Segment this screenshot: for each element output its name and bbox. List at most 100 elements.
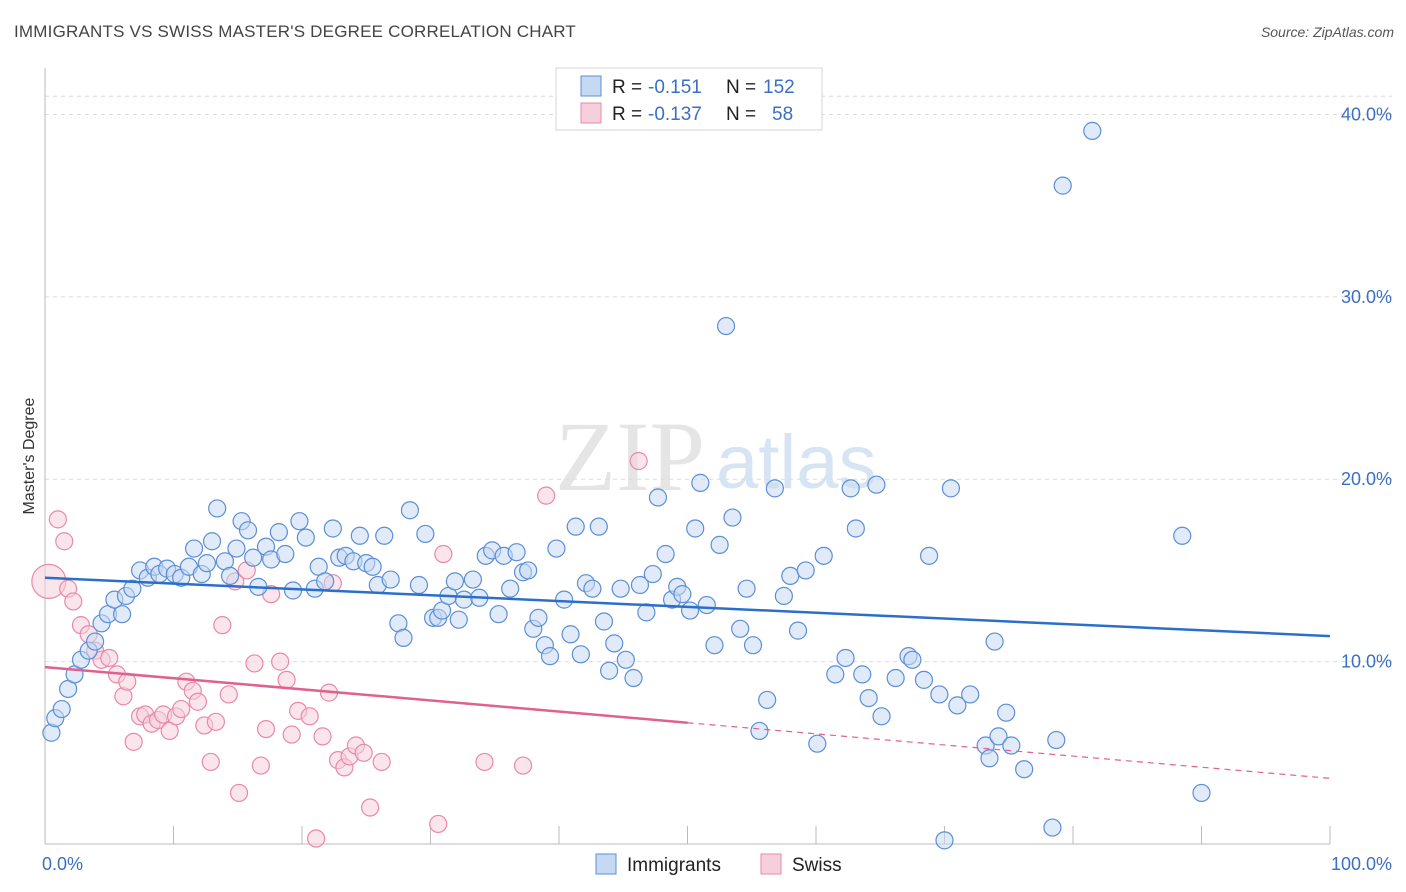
legend-bottom-label-swiss: Swiss [792,855,842,876]
immigrants-point [123,579,142,598]
immigrants-point [980,749,999,768]
immigrants-point [1043,818,1062,837]
swiss-point [64,592,83,611]
immigrants-point [948,696,967,715]
immigrants-point [197,554,217,573]
immigrants-point [583,579,602,598]
swiss-point [361,798,380,817]
legend-r-value-swiss: -0.137 [648,104,702,125]
swiss-point [219,685,238,704]
y-axis-title: Master's Degree [21,397,38,514]
immigrants-point [605,634,624,653]
immigrants-point [227,539,246,558]
swiss-point [55,532,74,551]
swiss-trend-line-extension [687,722,1331,779]
immigrants-point [463,570,483,589]
legend-swatch-immigrants [580,75,602,97]
immigrants-point [758,690,777,710]
immigrants-point [52,699,71,719]
immigrants-point [238,521,258,540]
immigrants-point [872,707,891,726]
swiss-point [172,699,191,719]
immigrants-point [184,539,204,558]
immigrants-point [656,544,675,564]
y-tick-label-0: 10.0% [1341,652,1392,672]
immigrants-point [416,524,435,544]
immigrants-point [1002,736,1021,755]
immigrants-point [985,632,1004,651]
immigrants-point [1192,783,1211,803]
immigrants-point [743,636,763,655]
y-tick-labels: 10.0% 20.0% 30.0% 40.0% [1341,104,1392,671]
immigrants-point [919,546,939,565]
legend-r-label-swiss: R = [612,104,642,125]
immigrants-point [853,665,872,684]
immigrants-point [989,727,1008,746]
immigrants-point [796,561,815,580]
immigrants-point [846,519,865,538]
immigrants-point [1015,760,1034,779]
immigrants-trend-line [44,576,1331,638]
immigrants-point [202,532,222,551]
immigrants-point [1053,176,1072,195]
swiss-point [256,719,276,739]
immigrants-point [86,632,105,651]
immigrants-point [867,475,886,494]
immigrants-point [731,619,750,638]
swiss-point [245,654,264,673]
immigrants-point [997,703,1016,722]
immigrants-point [788,621,808,640]
legend-r-value-immigrants: -0.151 [648,77,702,98]
swiss-point [629,451,648,471]
immigrants-point [673,585,692,604]
swiss-point [100,648,119,668]
legend-bottom-swatch-swiss [760,853,782,875]
swiss-point [201,752,220,772]
immigrants-point [841,479,860,498]
immigrants-point [501,579,520,598]
immigrants-point [400,501,420,520]
legend-series: Immigrants Swiss [595,853,842,876]
legend-n-label-immigrants: N = [726,77,756,98]
immigrants-point [750,721,769,741]
immigrants-point [624,668,643,688]
y-tick-label-1: 20.0% [1341,469,1392,489]
immigrants-point [648,488,668,507]
x-tick-label-0: 0.0% [42,854,83,874]
immigrants-point [445,572,465,591]
immigrants-point [561,625,580,644]
immigrants-point [697,595,716,615]
immigrants-point [409,575,429,595]
immigrants-point [220,566,240,586]
immigrants-point [737,579,756,598]
swiss-point [271,652,290,671]
immigrants-point [808,734,827,753]
immigrants-point [710,535,729,554]
immigrants-point [935,831,954,850]
immigrants-point [616,650,635,669]
immigrants-point [571,645,590,664]
immigrants-point [826,665,845,684]
immigrants-point [112,605,132,624]
immigrants-point [363,557,382,576]
legend-n-value-swiss: 58 [772,104,793,125]
immigrants-point [529,608,548,627]
immigrants-point [316,572,335,591]
immigrants-point [836,648,855,668]
immigrants-point [961,685,980,704]
trend-lines [44,576,1331,779]
swiss-point [48,510,67,529]
swiss-point [434,544,453,564]
immigrants-point [489,605,508,624]
chart-title: IMMIGRANTS VS SWISS MASTER'S DEGREE CORR… [14,22,577,41]
legend-bottom-label-immigrants: Immigrants [627,855,721,876]
chart-source: Source: ZipAtlas.com [1260,24,1394,40]
y-tick-label-2: 30.0% [1341,287,1392,307]
immigrants-point [1047,730,1066,750]
legend-n-value-immigrants: 152 [763,77,795,98]
legend-r-label-immigrants: R = [612,77,642,98]
swiss-point [213,616,232,635]
immigrants-point [1083,121,1102,140]
axes [44,68,1331,845]
